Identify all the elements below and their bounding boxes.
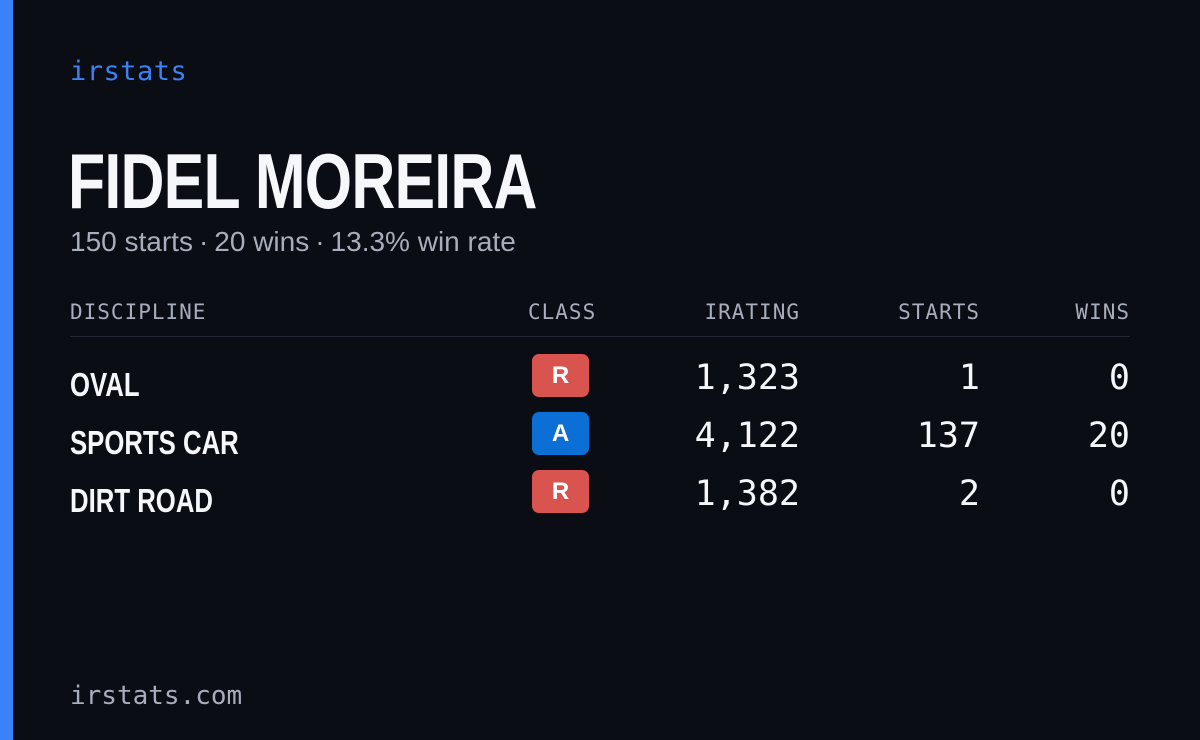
- starts-value: 137: [916, 416, 980, 456]
- accent-bar: [0, 0, 13, 740]
- header-class: CLASS: [528, 300, 597, 324]
- starts-value: 2: [958, 474, 980, 514]
- table-header: DISCIPLINE CLASS IRATING STARTS WINS: [70, 294, 1130, 337]
- driver-name: FIDEL MOREIRA: [68, 137, 537, 225]
- header-discipline: DISCIPLINE: [70, 300, 207, 324]
- stats-table: DISCIPLINE CLASS IRATING STARTS WINS OVA…: [70, 294, 1130, 528]
- discipline-name: DIRT ROAD: [70, 482, 213, 519]
- win-rate-summary: 13.3% win rate: [330, 226, 516, 257]
- starts-value: 1: [958, 358, 980, 398]
- header-wins: WINS: [1075, 300, 1130, 324]
- table-row: SPORTS CAR A 4,122 137 20: [70, 412, 1130, 470]
- wins-summary: 20 wins: [214, 226, 310, 257]
- irating-value: 1,323: [694, 358, 800, 398]
- wins-value: 0: [1108, 474, 1130, 514]
- footer-url: irstats.com: [70, 681, 243, 711]
- irating-value: 1,382: [694, 474, 800, 514]
- header-irating: IRATING: [704, 300, 800, 324]
- summary-separator: ·: [315, 226, 325, 257]
- class-badge: R: [532, 470, 589, 513]
- class-badge: A: [532, 412, 589, 455]
- summary-separator: ·: [198, 226, 209, 257]
- discipline-name: OVAL: [70, 366, 140, 403]
- driver-summary: 150 starts · 20 wins · 13.3% win rate: [70, 226, 516, 258]
- table-row: DIRT ROAD R 1,382 2 0: [70, 470, 1130, 528]
- table-row: OVAL R 1,323 1 0: [70, 354, 1130, 412]
- wins-value: 20: [1087, 416, 1130, 456]
- table-body: OVAL R 1,323 1 0 SPORTS CAR A 4,122 137 …: [70, 337, 1130, 528]
- discipline-name: SPORTS CAR: [70, 424, 239, 461]
- brand-logo: irstats: [70, 56, 188, 87]
- header-starts: STARTS: [898, 300, 980, 324]
- wins-value: 0: [1108, 358, 1130, 398]
- irating-value: 4,122: [694, 416, 800, 456]
- class-badge: R: [532, 354, 589, 397]
- starts-summary: 150 starts: [70, 226, 193, 257]
